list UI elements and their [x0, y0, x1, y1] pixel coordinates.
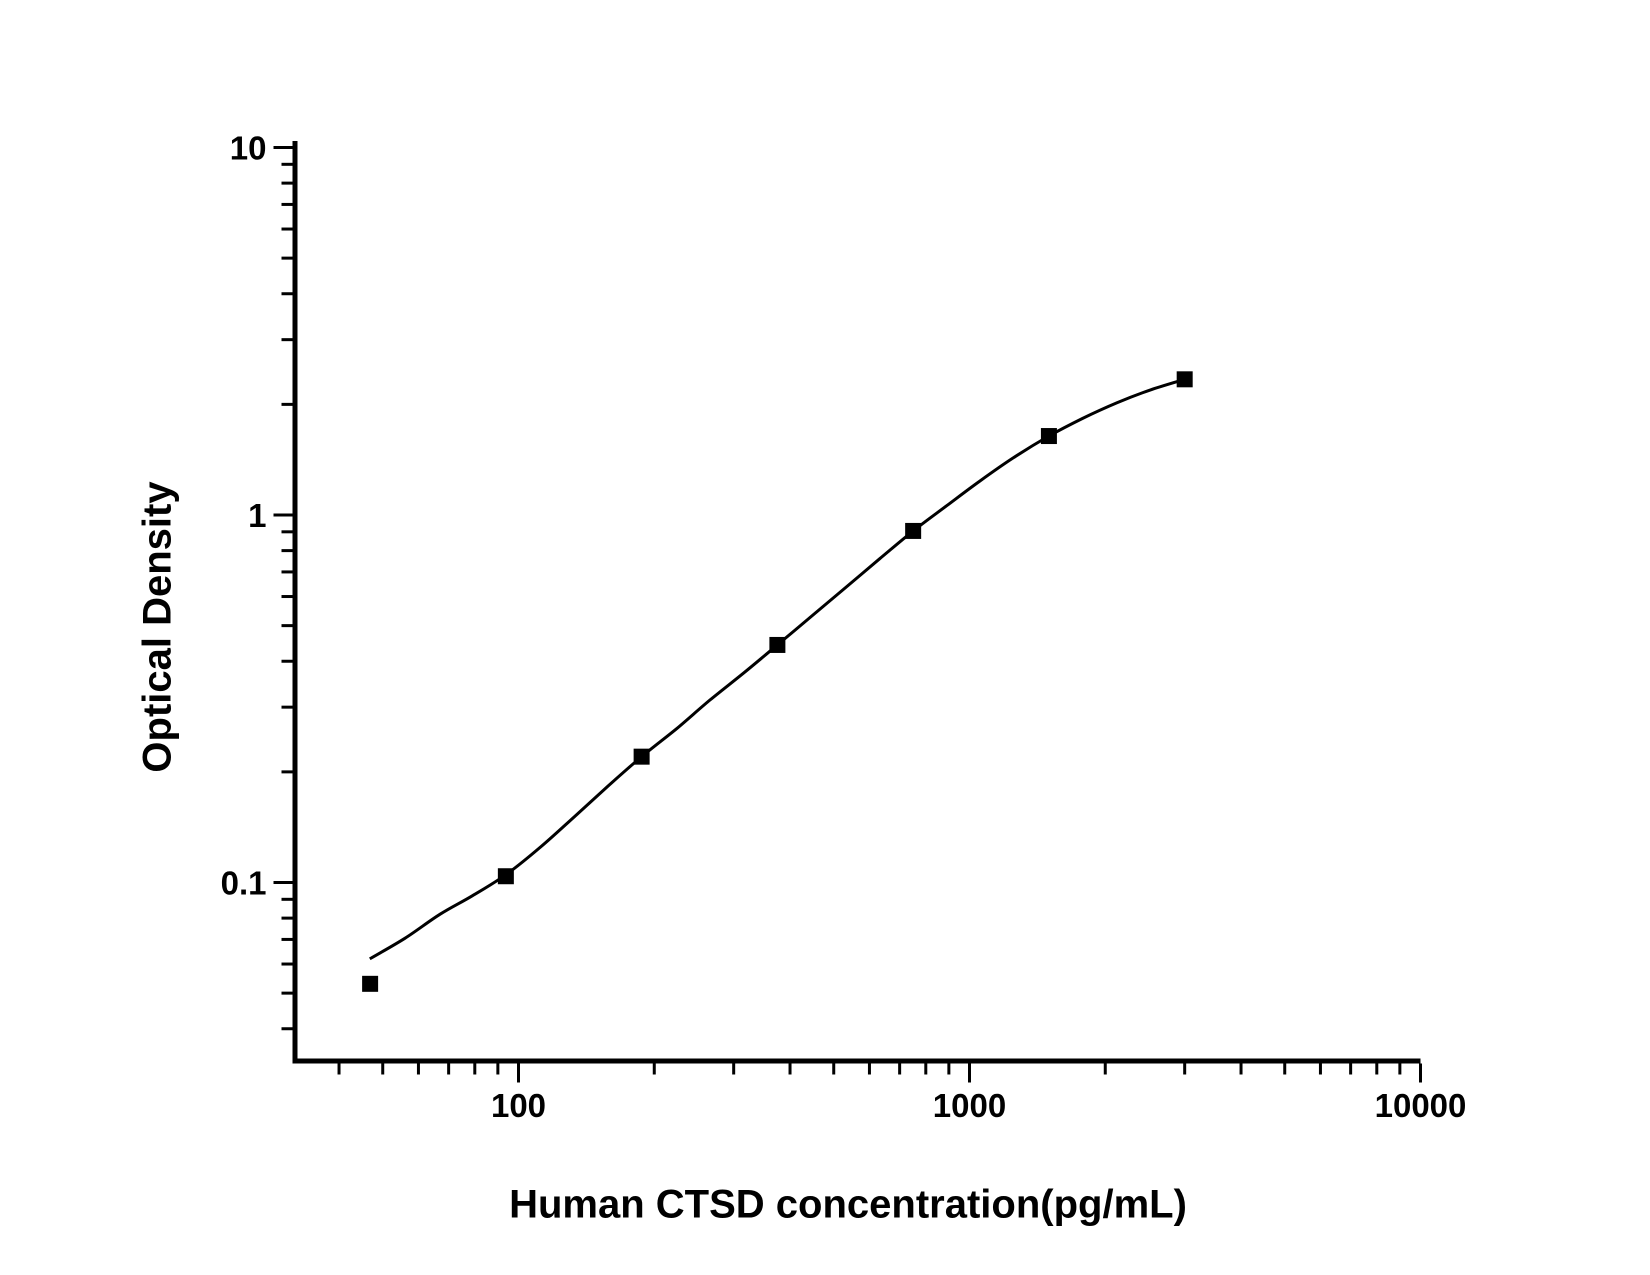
fit-curve	[369, 377, 1186, 961]
data-point-marker	[905, 522, 922, 539]
data-point-marker	[769, 636, 786, 653]
y-tick-label: 0.1	[221, 865, 267, 902]
x-tick-label: 1000	[933, 1087, 1006, 1124]
data-point-marker	[362, 975, 379, 992]
data-point-marker	[497, 868, 514, 885]
data-point-marker	[1040, 428, 1057, 445]
data-point-marker	[633, 748, 650, 765]
axis-spines	[292, 141, 1421, 1064]
y-tick-label: 1	[248, 497, 266, 534]
data-point-marker	[1176, 371, 1193, 388]
x-tick-label: 100	[491, 1087, 546, 1124]
x-tick-label: 10000	[1375, 1087, 1467, 1124]
x-axis-title: Human CTSD concentration(pg/mL)	[509, 1182, 1187, 1227]
y-tick-label: 10	[230, 130, 267, 167]
y-axis-title: Optical Density	[135, 481, 180, 773]
